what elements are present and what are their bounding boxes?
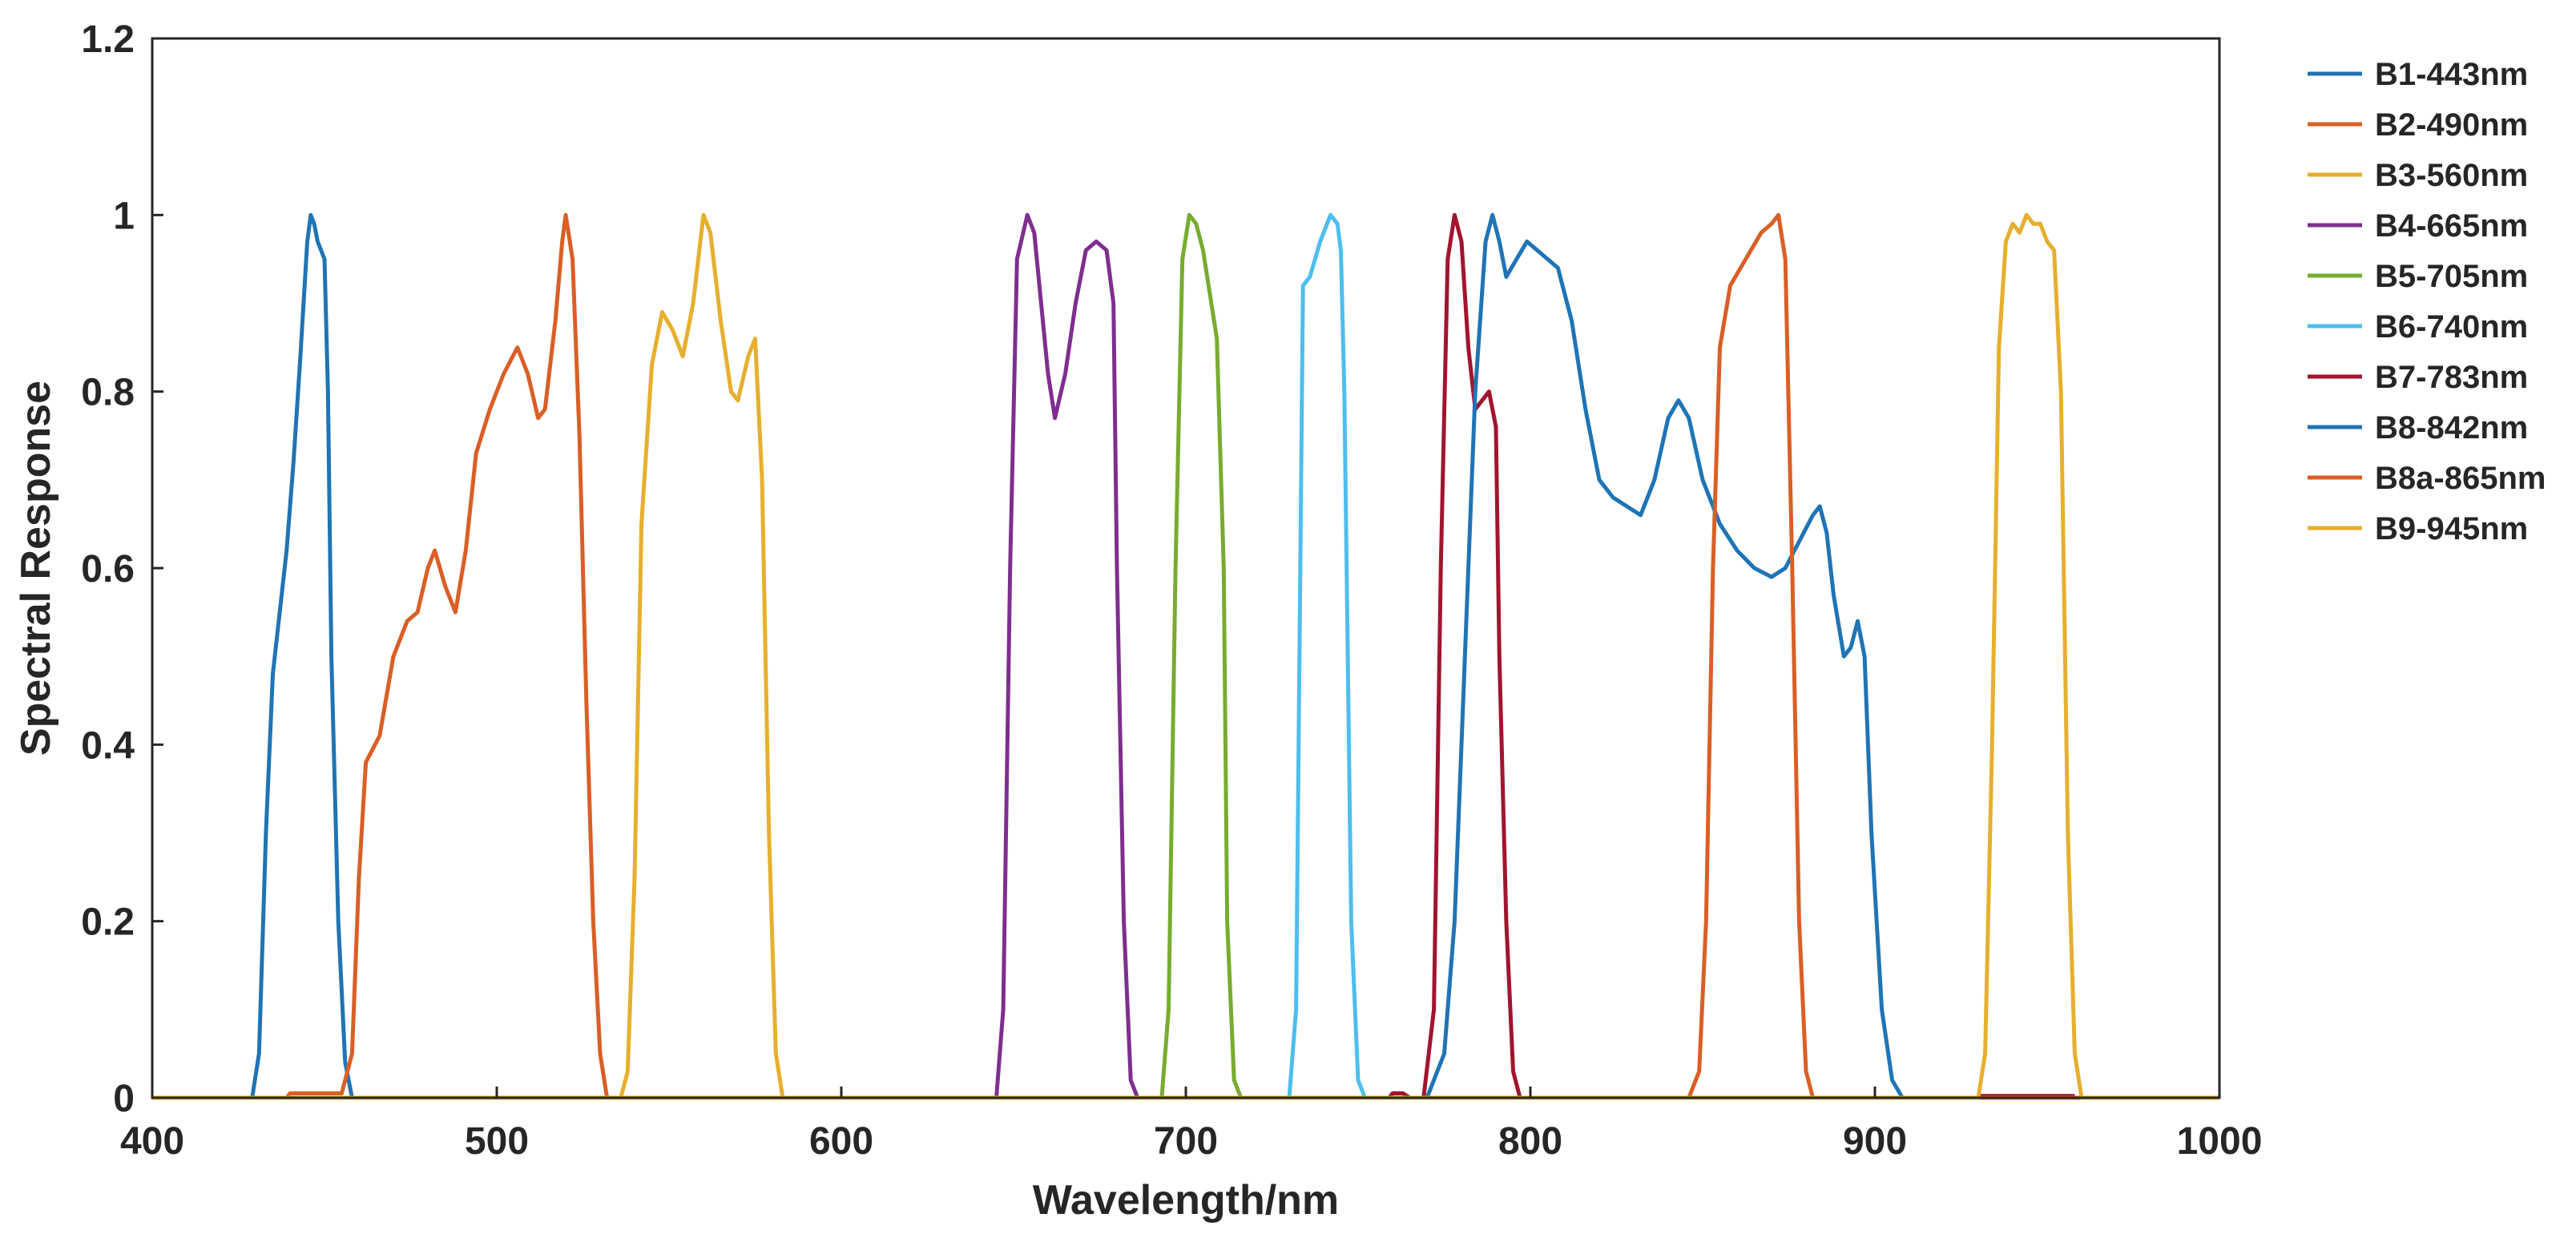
legend-label: B2-490nm xyxy=(2375,107,2528,143)
x-tick-label: 900 xyxy=(1843,1120,1907,1163)
x-axis-label: Wavelength/nm xyxy=(1033,1177,1339,1224)
series-line-b7-783nm xyxy=(152,212,2219,1100)
y-tick-label: 0 xyxy=(113,1078,135,1120)
legend-label: B4-665nm xyxy=(2375,208,2528,244)
y-axis-label: Spectral Response xyxy=(13,381,59,756)
legend-label: B1-443nm xyxy=(2375,57,2528,92)
legend-label: B8a-865nm xyxy=(2375,461,2546,496)
x-axis: 400 500 600 700 800 900 1000 xyxy=(120,1087,2262,1163)
series-line-b6-740nm xyxy=(152,212,2219,1100)
legend-label: B7-783nm xyxy=(2375,360,2528,395)
series-line-b8a-865nm xyxy=(152,212,2219,1100)
legend-label: B3-560nm xyxy=(2375,158,2528,193)
series-line-b2-490nm xyxy=(152,212,2219,1100)
y-tick-label: 0.4 xyxy=(81,724,135,767)
legend-label: B6-740nm xyxy=(2375,309,2528,345)
y-tick-label: 1 xyxy=(113,195,135,237)
x-tick-label: 800 xyxy=(1498,1120,1562,1163)
series-line-b5-705nm xyxy=(152,212,2219,1100)
series-line-b1-443nm xyxy=(152,212,2219,1100)
y-tick-label: 0.8 xyxy=(81,372,135,414)
series-line-b8-842nm xyxy=(152,212,2219,1100)
y-axis: 0 0.2 0.4 0.6 0.8 1 1.2 xyxy=(81,18,163,1120)
x-tick-label: 1000 xyxy=(2177,1120,2263,1163)
series-line-b3-560nm xyxy=(152,212,2219,1100)
y-tick-label: 1.2 xyxy=(81,18,135,61)
y-tick-label: 0.6 xyxy=(81,548,135,591)
y-tick-label: 0.2 xyxy=(81,901,135,944)
legend: B1-443nm B2-490nm B3-560nm B4-665nm B5-705nm… xyxy=(2308,57,2546,546)
x-tick-label: 400 xyxy=(120,1120,184,1163)
series-line-b9-945nm xyxy=(152,212,2219,1100)
x-tick-label: 500 xyxy=(465,1120,529,1163)
legend-label: B9-945nm xyxy=(2375,511,2528,546)
x-tick-label: 700 xyxy=(1154,1120,1218,1163)
series-line-b4-665nm xyxy=(152,212,2219,1100)
plot-lines xyxy=(152,212,2219,1100)
legend-label: B8-842nm xyxy=(2375,410,2528,446)
x-tick-label: 600 xyxy=(809,1120,873,1163)
legend-label: B5-705nm xyxy=(2375,259,2528,294)
